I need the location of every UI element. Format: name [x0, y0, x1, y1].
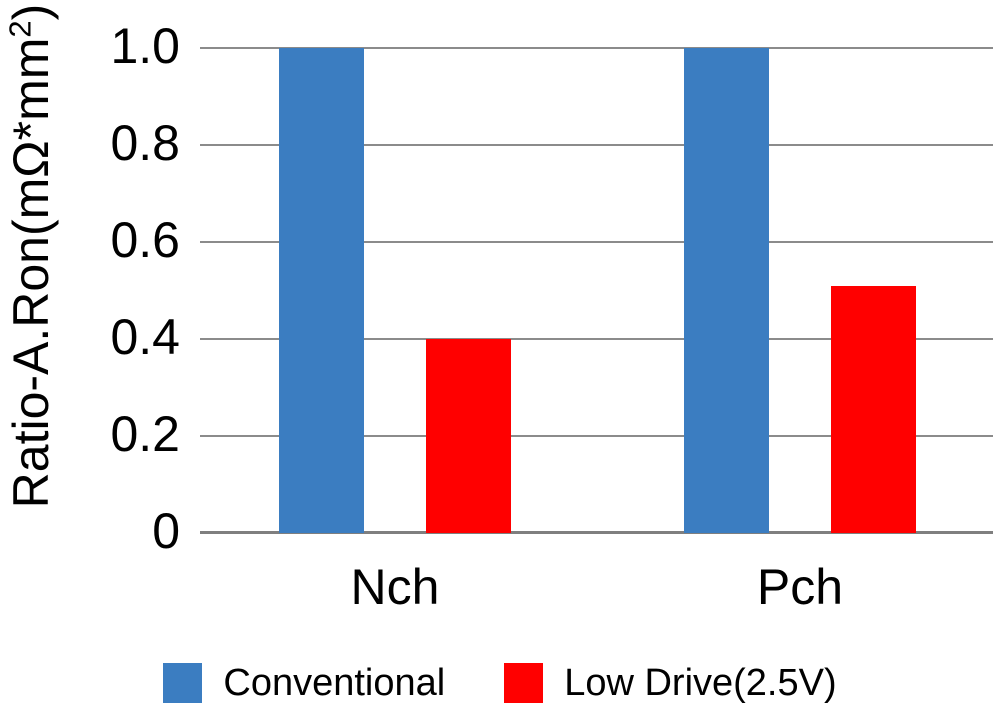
- legend-item-low-drive-2-5v: Low Drive(2.5V): [504, 662, 837, 704]
- gridline-1: [200, 47, 993, 49]
- legend-label-low-drive-2-5v: Low Drive(2.5V): [564, 662, 837, 704]
- y-tick-label-0.4: 0.4: [110, 309, 180, 365]
- gridline-0.8: [200, 144, 993, 146]
- legend: Conventional Low Drive(2.5V): [0, 663, 1000, 703]
- y-tick-label-0: 0: [152, 503, 180, 559]
- bar-pch-conventional: [684, 48, 769, 533]
- y-tick-label-0.6: 0.6: [110, 212, 180, 268]
- x-axis-line: [200, 531, 993, 534]
- y-tick-label-1.0: 1.0: [110, 18, 180, 74]
- y-tick-label-0.8: 0.8: [110, 115, 180, 171]
- legend-item-conventional: Conventional: [163, 663, 445, 703]
- bar-nch-conventional: [279, 48, 364, 533]
- gridline-0.4: [200, 338, 993, 340]
- x-category-label-nch: Nch: [350, 559, 440, 615]
- x-category-label-pch: Pch: [756, 559, 844, 615]
- legend-label-conventional: Conventional: [223, 662, 446, 704]
- bar-pch-low-drive-2-5v: [831, 286, 916, 533]
- bar-nch-low-drive-2-5v: [426, 339, 511, 533]
- gridline-0.6: [200, 241, 993, 243]
- legend-swatch-conventional: [163, 663, 203, 703]
- y-axis-title-close: ): [3, 3, 59, 21]
- legend-swatch-low-drive-2-5v: [504, 663, 544, 703]
- gridline-0.2: [200, 435, 993, 437]
- y-tick-label-0.2: 0.2: [110, 406, 180, 462]
- plot-area: [200, 47, 993, 534]
